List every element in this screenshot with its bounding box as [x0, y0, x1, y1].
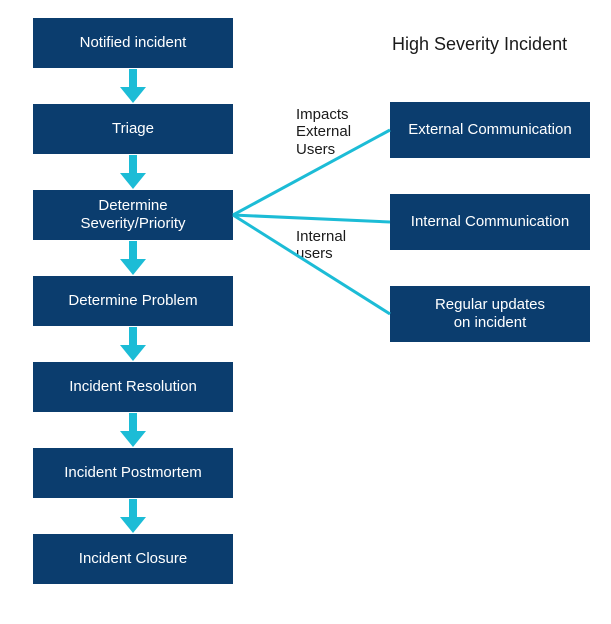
node-postmortem: Incident Postmortem [33, 448, 233, 498]
node-triage: Triage [33, 104, 233, 154]
node-label: Incident Closure [79, 550, 187, 568]
node-external-comm: External Communication [390, 102, 590, 158]
edge-label-text: Internal users [296, 228, 346, 262]
arrow-down-icon [120, 155, 146, 194]
arrow-down-icon [120, 241, 146, 280]
edge-label-text: Impacts External Users [296, 106, 351, 158]
node-label: Determine Problem [68, 292, 197, 310]
arrow-down-icon [120, 499, 146, 538]
side-title: High Severity Incident [392, 34, 567, 55]
node-closure: Incident Closure [33, 534, 233, 584]
node-label: Incident Postmortem [64, 464, 202, 482]
node-label: Incident Resolution [69, 378, 197, 396]
node-label: Determine Severity/Priority [80, 197, 185, 233]
node-notified: Notified incident [33, 18, 233, 68]
edge-label-internal: Internal users [296, 228, 346, 263]
node-label: Triage [112, 120, 154, 138]
node-updates: Regular updates on incident [390, 286, 590, 342]
node-label: Notified incident [80, 34, 187, 52]
arrow-down-icon [120, 413, 146, 452]
arrow-down-icon [120, 69, 146, 108]
arrow-down-icon [120, 327, 146, 366]
node-resolution: Incident Resolution [33, 362, 233, 412]
edge-label-impacts: Impacts External Users [296, 106, 351, 158]
node-label: Internal Communication [411, 213, 569, 231]
node-problem: Determine Problem [33, 276, 233, 326]
node-internal-comm: Internal Communication [390, 194, 590, 250]
node-label: External Communication [408, 121, 571, 139]
side-title-text: High Severity Incident [392, 34, 567, 54]
node-severity: Determine Severity/Priority [33, 190, 233, 240]
node-label: Regular updates on incident [435, 296, 545, 332]
